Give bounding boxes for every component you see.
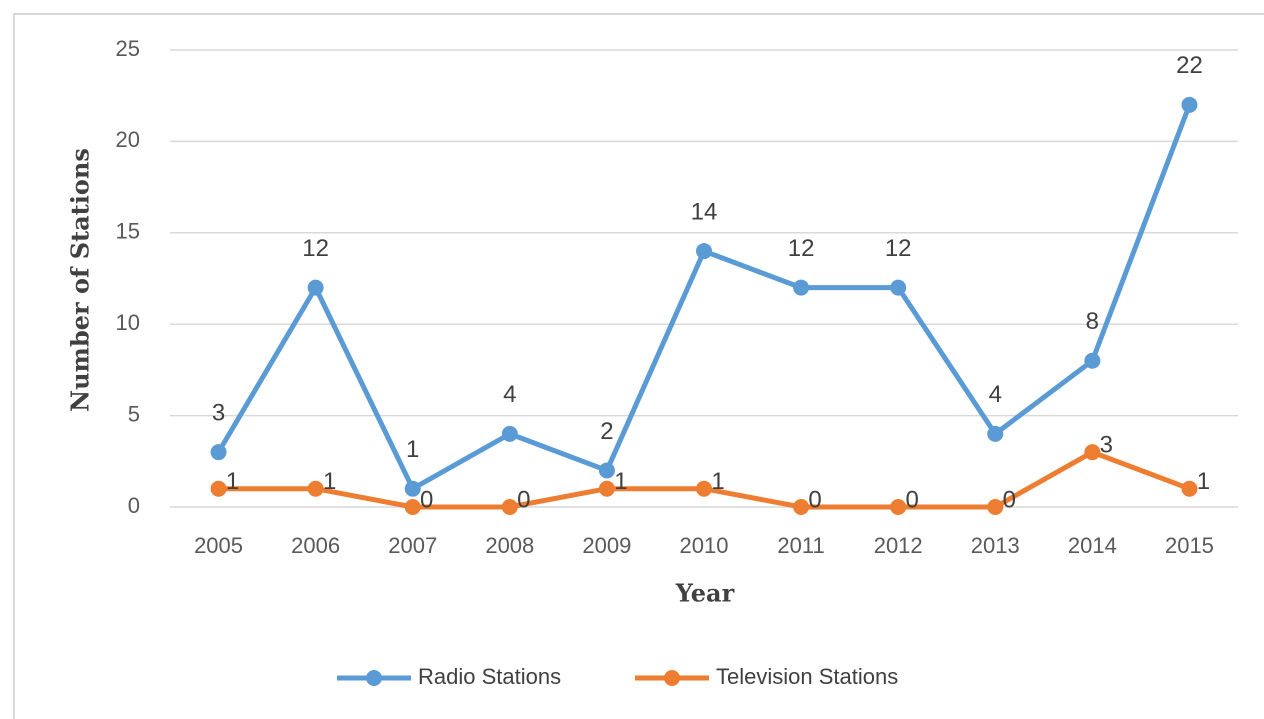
y-tick-label: 15 [116, 219, 140, 244]
data-label: 0 [808, 486, 821, 513]
data-label: 3 [1100, 432, 1113, 459]
data-point [210, 480, 227, 497]
legend-label: Television Stations [716, 664, 898, 689]
y-tick-label: 10 [116, 310, 140, 335]
legend-label: Radio Stations [418, 664, 561, 689]
data-label: 1 [226, 468, 239, 495]
data-label: 0 [1003, 486, 1016, 513]
x-tick-label: 2010 [680, 533, 729, 558]
data-label: 0 [906, 486, 919, 513]
data-label: 14 [691, 198, 718, 225]
x-tick-label: 2006 [291, 533, 340, 558]
data-point [307, 279, 324, 296]
data-label: 8 [1086, 308, 1099, 335]
data-label: 12 [788, 235, 815, 262]
x-tick-label: 2008 [485, 533, 534, 558]
x-tick-label: 2013 [971, 533, 1020, 558]
y-tick-label: 25 [116, 36, 140, 61]
data-label: 1 [406, 436, 419, 463]
data-point [307, 480, 324, 497]
x-tick-label: 2015 [1165, 533, 1214, 558]
data-point [598, 480, 615, 497]
data-label: 22 [1176, 52, 1203, 79]
data-point [210, 444, 227, 461]
data-label: 0 [420, 486, 433, 513]
data-label: 1 [711, 468, 724, 495]
y-tick-label: 0 [128, 493, 140, 518]
data-label: 3 [212, 400, 225, 427]
data-label: 2 [600, 418, 613, 445]
data-label: 4 [503, 381, 516, 408]
data-point [793, 499, 810, 515]
data-point [501, 499, 518, 515]
data-point [793, 279, 810, 296]
data-point [501, 425, 518, 442]
data-point [1181, 480, 1198, 497]
data-point [1084, 444, 1101, 461]
data-label: 1 [1197, 468, 1210, 495]
data-label: 1 [323, 468, 336, 495]
x-tick-label: 2014 [1068, 533, 1117, 558]
data-point [987, 425, 1004, 442]
data-point [598, 462, 615, 479]
x-tick-label: 2005 [194, 533, 243, 558]
data-point [1084, 352, 1101, 369]
x-tick-label: 2012 [874, 533, 923, 558]
y-tick-label: 20 [116, 127, 140, 152]
data-point [404, 480, 421, 497]
x-tick-label: 2011 [777, 533, 824, 558]
x-tick-label: 2009 [582, 533, 631, 558]
x-tick-label: 2007 [388, 533, 437, 558]
data-point [987, 499, 1004, 515]
data-point [404, 499, 421, 515]
data-point [890, 279, 907, 296]
legend-marker [366, 670, 382, 686]
data-label: 12 [302, 235, 329, 262]
data-label: 12 [885, 235, 912, 262]
data-point [696, 480, 712, 497]
data-label: 0 [517, 486, 530, 513]
data-point [890, 499, 907, 515]
data-point [696, 243, 712, 260]
data-point [1181, 96, 1198, 113]
y-axis-title: Number of Stations [66, 148, 95, 412]
data-label: 1 [614, 468, 627, 495]
x-axis-title: Year [675, 579, 735, 608]
data-label: 4 [989, 381, 1002, 408]
legend-marker [664, 670, 680, 686]
chart-border [13, 13, 1264, 719]
y-tick-label: 5 [128, 401, 140, 426]
